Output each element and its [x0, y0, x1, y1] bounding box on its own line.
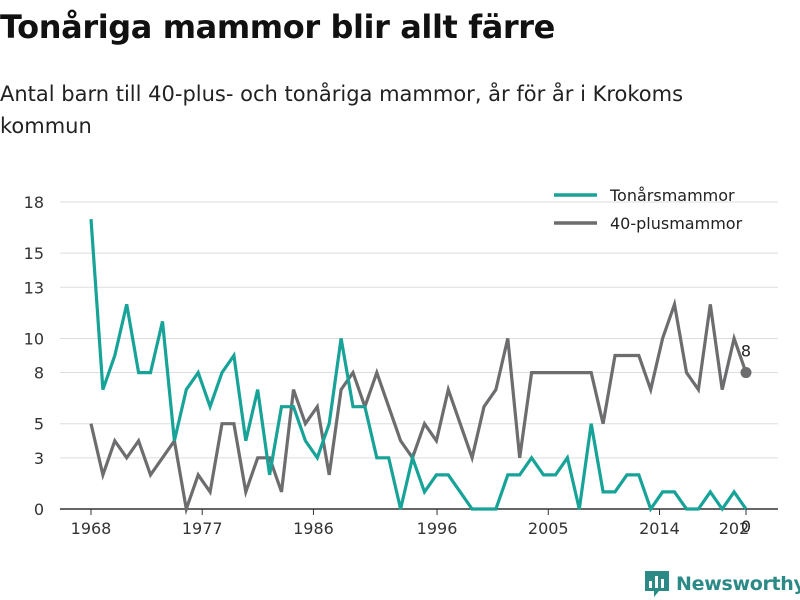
- end-label: 8: [741, 342, 751, 361]
- chart-legend: Tonårsmammor 40-plusmammor: [554, 186, 743, 233]
- end-label: 0: [741, 517, 751, 536]
- x-axis: 1968 1977 1986 1996 2005 2014 202: [71, 509, 750, 538]
- bar-chart-bubble-icon: [645, 571, 669, 597]
- y-tick-label: 10: [24, 329, 44, 348]
- x-tick-label: 1996: [417, 519, 458, 538]
- x-tick-label: 1977: [182, 519, 223, 538]
- x-tick-label: 2014: [639, 519, 680, 538]
- y-axis: 0 3 5 8 10 13 15 18: [24, 193, 44, 519]
- x-tick-label: 202: [719, 519, 750, 538]
- chart-lines: [89, 218, 748, 516]
- series-line: [89, 297, 748, 516]
- x-tick-label: 1968: [71, 519, 112, 538]
- newsworthy-logo[interactable]: Newsworthy: [644, 569, 800, 599]
- y-tick-label: 18: [24, 193, 44, 212]
- y-tick-label: 0: [34, 500, 44, 519]
- y-tick-label: 5: [34, 415, 44, 434]
- end-labels: 80: [740, 342, 752, 536]
- brand-name: Newsworthy: [676, 573, 800, 595]
- x-tick-label: 1986: [293, 519, 334, 538]
- y-tick-label: 3: [34, 449, 44, 468]
- chart-grid: [60, 201, 778, 510]
- series-line: [89, 218, 748, 513]
- y-tick-label: 8: [34, 364, 44, 383]
- legend-label: 40-plusmammor: [610, 214, 743, 233]
- x-tick-label: 2005: [528, 519, 569, 538]
- end-marker: [740, 367, 752, 379]
- page-title: Tonåriga mammor blir allt färre: [0, 8, 555, 46]
- y-tick-label: 15: [24, 244, 44, 263]
- y-tick-label: 13: [24, 278, 44, 297]
- legend-label: Tonårsmammor: [609, 186, 735, 205]
- page-subtitle: Antal barn till 40-plus- och tonåriga ma…: [0, 82, 684, 138]
